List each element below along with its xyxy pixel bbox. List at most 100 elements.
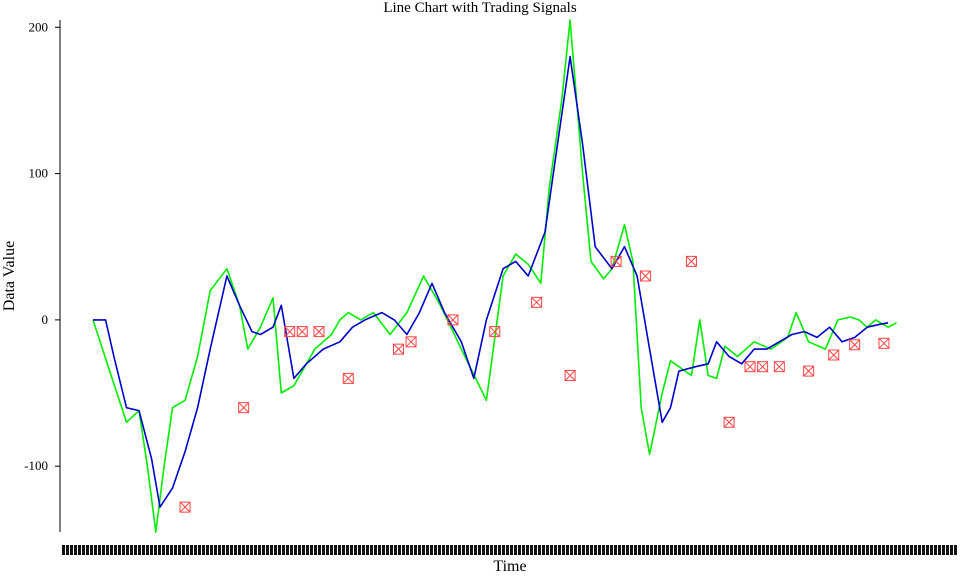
x-tick-mark [582, 545, 585, 555]
x-tick-mark [534, 545, 537, 555]
signal-cross [878, 337, 890, 349]
x-tick-mark [606, 545, 609, 555]
x-tick-mark [246, 545, 249, 555]
x-tick-mark [370, 545, 373, 555]
x-tick-mark [874, 545, 877, 555]
signal-cross [296, 326, 308, 337]
signal-square [313, 326, 325, 338]
x-tick-mark [242, 545, 245, 555]
x-tick-mark [770, 545, 773, 555]
x-tick-mark [934, 545, 937, 555]
x-tick-mark [474, 545, 477, 555]
signal-square [723, 416, 735, 428]
x-tick-mark [90, 545, 93, 555]
x-tick-mark [118, 545, 121, 555]
x-tick-mark [786, 545, 789, 555]
x-tick-mark [602, 545, 605, 555]
x-tick-mark [682, 545, 685, 555]
x-tick-mark [562, 545, 565, 555]
x-tick-mark [622, 545, 625, 555]
x-tick-mark [386, 545, 389, 555]
signal-marker [284, 326, 296, 338]
signal-cross [828, 349, 840, 361]
signal-marker [639, 270, 651, 282]
x-tick-mark [610, 545, 613, 555]
signal-square [393, 343, 405, 355]
x-tick-mark [654, 545, 657, 555]
x-tick-mark [698, 545, 701, 555]
x-tick-mark [954, 545, 957, 555]
x-tick-mark [502, 545, 505, 555]
signal-marker [342, 372, 354, 384]
x-tick-mark [418, 545, 421, 555]
x-tick-mark [586, 545, 589, 555]
x-tick-mark [82, 545, 85, 555]
signal-square [531, 296, 543, 308]
x-tick-mark [630, 545, 633, 555]
y-tick-label: 200 [29, 19, 49, 34]
x-tick-mark [86, 545, 89, 555]
x-tick-mark [746, 545, 749, 555]
x-tick-mark [414, 545, 417, 555]
x-tick-mark [718, 545, 721, 555]
x-tick-mark [274, 545, 277, 555]
x-tick-mark [662, 545, 665, 555]
x-tick-mark [218, 545, 221, 555]
x-tick-mark [570, 545, 573, 555]
x-tick-mark [294, 545, 297, 555]
x-tick-mark [766, 545, 769, 555]
x-tick-mark [854, 545, 857, 555]
x-tick-mark [130, 545, 133, 555]
series-line-smoothed [93, 55, 889, 508]
x-tick-mark [482, 545, 485, 555]
signal-square [238, 402, 250, 414]
x-tick-mark [714, 545, 717, 555]
x-axis-label: Time [493, 558, 526, 575]
x-tick-mark [818, 545, 821, 555]
x-tick-mark [282, 545, 285, 555]
y-tick-label: 0 [42, 312, 49, 327]
x-tick-mark [222, 545, 225, 555]
signal-square [878, 337, 890, 349]
y-tick-label: -100 [24, 458, 48, 473]
x-tick-mark [62, 545, 65, 555]
x-tick-mark [742, 545, 745, 555]
signal-marker [393, 343, 405, 355]
x-tick-mark [870, 545, 873, 555]
x-tick-mark [442, 545, 445, 555]
x-tick-mark [478, 545, 481, 555]
x-tick-mark [522, 545, 525, 555]
x-tick-mark [638, 545, 641, 555]
x-tick-mark [150, 545, 153, 555]
x-tick-mark [554, 545, 557, 555]
x-tick-mark [542, 545, 545, 555]
x-tick-mark [862, 545, 865, 555]
x-tick-mark [814, 545, 817, 555]
signal-square [773, 361, 785, 373]
x-tick-mark [186, 545, 189, 555]
x-tick-mark [858, 545, 861, 555]
signal-cross [849, 339, 861, 351]
x-tick-mark [446, 545, 449, 555]
x-tick-mark [614, 545, 617, 555]
y-axis-label: Data Value [1, 241, 18, 311]
signal-square [296, 326, 308, 338]
x-tick-mark [902, 545, 905, 555]
x-tick-mark [334, 545, 337, 555]
signals-group [179, 255, 890, 513]
x-tick-mark [358, 545, 361, 555]
signal-marker [531, 296, 543, 308]
x-tick-mark [182, 545, 185, 555]
x-tick-mark [226, 545, 229, 555]
x-tick-mark [730, 545, 733, 555]
x-tick-mark [710, 545, 713, 555]
x-tick-mark [382, 545, 385, 555]
x-tick-mark [166, 545, 169, 555]
signal-cross [447, 314, 459, 326]
x-tick-mark [926, 545, 929, 555]
x-tick-mark [250, 545, 253, 555]
x-tick-mark [490, 545, 493, 555]
x-tick-mark [826, 545, 829, 555]
x-tick-mark [886, 545, 889, 555]
